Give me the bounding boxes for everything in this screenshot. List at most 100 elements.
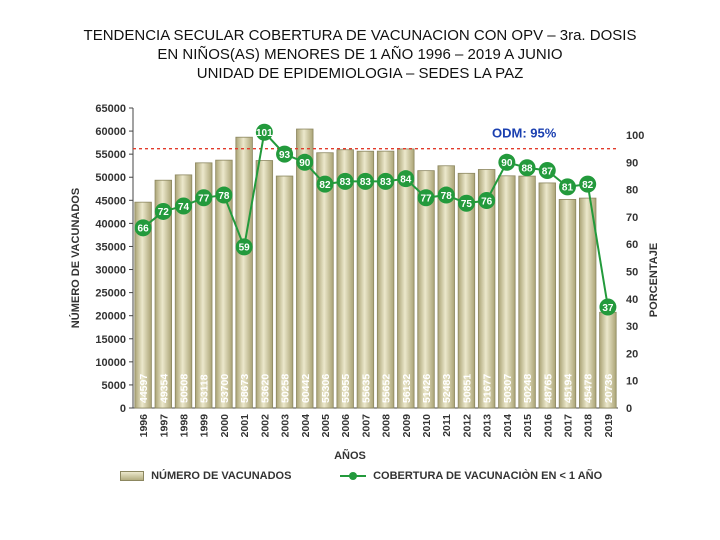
y-tick-label: 45000: [95, 195, 126, 207]
coverage-point-2007: [356, 172, 374, 190]
bar-2002: [255, 160, 274, 409]
bar-value-label: 58673: [239, 374, 251, 403]
y2-tick-label: 40: [626, 294, 638, 306]
coverage-value-label: 72: [158, 207, 170, 218]
coverage-point-2008: [377, 172, 395, 190]
coverage-point-1999: [195, 189, 213, 207]
bar-2011: [437, 165, 455, 409]
y-tick-label: 0: [120, 403, 126, 415]
coverage-point-2017: [558, 178, 576, 196]
legend-bars-label: NÚMERO DE VACUNADOS: [151, 470, 292, 482]
x-tick-label: 2006: [340, 414, 352, 438]
bar-1996: [134, 201, 152, 409]
coverage-point-2013: [478, 192, 496, 210]
title-line-1: TENDENCIA SECULAR COBERTURA DE VACUNACIO…: [83, 27, 637, 44]
bar-value-label: 60442: [300, 374, 312, 403]
x-tick-label: 2013: [482, 414, 494, 438]
x-tick-label: 2008: [381, 414, 393, 438]
bar-2014: [498, 175, 516, 409]
target-label: ODM: 95%: [492, 126, 557, 141]
legend-bar-swatch: [120, 471, 144, 482]
coverage-point-2012: [457, 194, 475, 212]
coverage-point-2003: [276, 145, 294, 163]
bar-value-label: 53700: [219, 374, 231, 403]
legend-item-bars: NÚMERO DE VACUNADOS: [120, 470, 291, 482]
bar-value-label: 50258: [280, 374, 292, 403]
bar-value-label: 55652: [381, 374, 393, 403]
bar-1997: [154, 179, 172, 409]
bar-2000: [215, 159, 233, 409]
x-axis-title: AÑOS: [334, 449, 366, 462]
coverage-value-label: 90: [501, 158, 513, 169]
coverage-value-label: 83: [380, 177, 392, 188]
x-tick-label: 2017: [562, 414, 574, 438]
x-tick-label: 2009: [401, 414, 413, 438]
bar-2010: [417, 170, 435, 409]
y2-tick-label: 60: [626, 239, 638, 251]
x-tick-label: 2018: [583, 414, 595, 438]
coverage-value-label: 81: [562, 183, 574, 194]
coverage-value-label: 84: [400, 174, 412, 185]
bar-value-label: 53118: [199, 374, 211, 403]
coverage-value-label: 59: [239, 243, 251, 254]
x-tick-label: 2014: [502, 414, 514, 438]
coverage-point-1997: [154, 202, 172, 220]
bar-value-label: 55635: [360, 374, 372, 403]
x-tick-label: 1997: [158, 414, 170, 438]
coverage-value-label: 78: [441, 191, 453, 202]
bar-value-label: 55955: [340, 374, 352, 403]
bar-value-label: 53620: [259, 374, 271, 403]
bar-value-label: 51426: [421, 374, 433, 403]
y-tick-label: 55000: [95, 149, 126, 161]
bar-2008: [376, 150, 395, 409]
coverage-value-label: 37: [602, 303, 614, 314]
bar-2006: [336, 149, 354, 409]
coverage-value-label: 93: [279, 150, 291, 161]
x-tick-label: 2003: [280, 414, 292, 438]
chart-legend: NÚMERO DE VACUNADOS COBERTURA DE VACUNAC…: [120, 470, 620, 486]
y-tick-label: 35000: [95, 241, 126, 253]
x-tick-label: 2007: [360, 414, 372, 438]
coverage-value-label: 75: [461, 199, 473, 210]
coverage-value-label: 78: [218, 191, 230, 202]
bar-1999: [195, 162, 213, 409]
y2-tick-label: 90: [626, 157, 638, 169]
coverage-value-label: 74: [178, 202, 190, 213]
coverage-point-2005: [316, 175, 334, 193]
coverage-value-label: 66: [138, 224, 150, 235]
y-tick-label: 50000: [95, 172, 126, 184]
bar-value-label: 50307: [502, 374, 514, 403]
coverage-value-label: 83: [360, 177, 372, 188]
coverage-point-2019: [599, 298, 617, 316]
bar-2007: [356, 150, 375, 409]
bar-2017: [558, 199, 577, 409]
bar-value-label: 50851: [461, 374, 473, 403]
coverage-point-1998: [175, 197, 193, 215]
x-tick-label: 2016: [542, 414, 554, 438]
coverage-point-2015: [518, 159, 536, 177]
bar-2001: [235, 136, 253, 409]
legend-line-swatch: [340, 472, 366, 481]
coverage-value-label: 82: [582, 180, 594, 191]
coverage-value-label: 77: [198, 194, 210, 205]
x-tick-label: 1996: [138, 414, 150, 438]
bar-1998: [174, 174, 193, 409]
x-tick-label: 1998: [179, 414, 191, 438]
title-line-2: EN NIÑOS(AS) MENORES DE 1 AÑO 1996 – 201…: [157, 46, 563, 63]
bar-value-label: 44597: [138, 374, 150, 403]
coverage-value-label: 101: [256, 128, 273, 139]
x-tick-label: 2004: [300, 414, 312, 438]
bar-value-label: 45478: [583, 374, 595, 403]
x-tick-label: 1999: [199, 414, 211, 438]
y-tick-label: 15000: [95, 334, 126, 346]
coverage-point-2006: [336, 172, 354, 190]
coverage-point-2011: [437, 186, 455, 204]
legend-line-label: COBERTURA DE VACUNACIÒN EN < 1 AÑO: [373, 470, 603, 482]
x-tick-label: 2019: [603, 414, 615, 438]
bar-2004: [296, 128, 314, 409]
bar-value-label: 56132: [401, 374, 413, 403]
coverage-line: [142, 130, 609, 308]
bar-2009: [397, 148, 415, 409]
bar-2018: [579, 197, 597, 409]
